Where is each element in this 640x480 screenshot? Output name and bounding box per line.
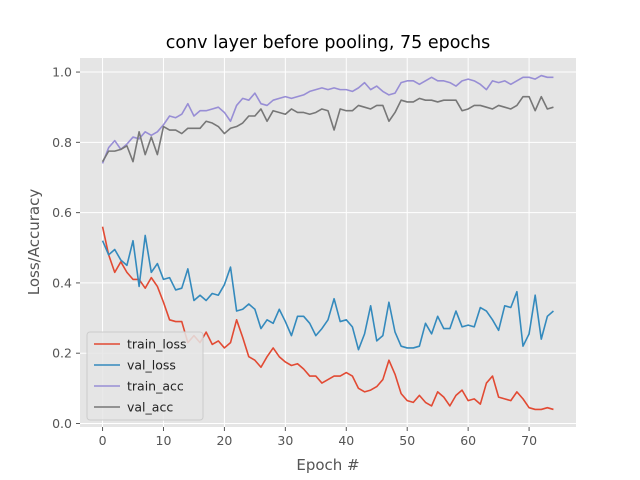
series-line-val-loss xyxy=(101,234,554,351)
legend-label-val-loss: val_loss xyxy=(127,358,176,373)
legend-label-val-acc: val_acc xyxy=(127,400,173,415)
x-tick-label: 40 xyxy=(338,433,354,448)
x-axis-label: Epoch # xyxy=(296,456,359,474)
y-tick-label: 0.4 xyxy=(52,275,72,290)
x-tick-label: 0 xyxy=(99,433,107,448)
x-tick-label: 70 xyxy=(521,433,537,448)
legend-box xyxy=(86,331,204,421)
y-tick-label: 1.0 xyxy=(52,65,72,80)
y-axis-ticks: 0.0 0.2 0.4 0.6 0.8 1.0 xyxy=(52,65,80,431)
legend-label-train-loss: train_loss xyxy=(127,337,187,352)
y-axis-label: Loss/Accuracy xyxy=(25,189,43,296)
x-tick-label: 60 xyxy=(460,433,476,448)
x-tick-label: 30 xyxy=(277,433,293,448)
y-tick-label: 0.2 xyxy=(52,346,72,361)
legend-label-train-acc: train_acc xyxy=(127,379,184,394)
y-tick-label: 0.0 xyxy=(52,416,72,431)
y-tick-label: 0.8 xyxy=(52,135,72,150)
x-tick-label: 10 xyxy=(156,433,172,448)
x-axis-ticks: 0 10 20 30 40 50 60 70 xyxy=(99,427,537,448)
legend: train_loss val_loss train_acc val_acc xyxy=(86,331,204,421)
y-tick-label: 0.6 xyxy=(52,205,72,220)
series-line-val-acc xyxy=(101,95,554,163)
x-tick-label: 50 xyxy=(399,433,415,448)
grid-lines xyxy=(80,58,576,427)
series-line-train-acc xyxy=(101,74,554,164)
series-lines xyxy=(101,74,554,411)
x-tick-label: 20 xyxy=(216,433,232,448)
chart-title: conv layer before pooling, 75 epochs xyxy=(166,33,491,53)
series-line-train-loss xyxy=(101,226,554,411)
